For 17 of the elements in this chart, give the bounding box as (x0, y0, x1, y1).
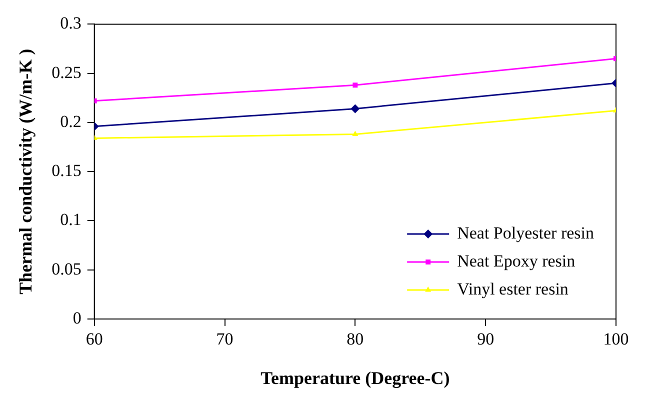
legend-label: Vinyl ester resin (457, 279, 569, 298)
y-tick-label: 0.25 (52, 62, 82, 82)
legend-label: Neat Epoxy resin (457, 251, 576, 270)
y-tick-label: 0.05 (52, 259, 82, 278)
legend-label: Neat Polyester resin (457, 223, 594, 242)
x-tick-label: 60 (86, 330, 103, 349)
y-axis-title: Thermal conductivity (W/m-K ) (15, 48, 36, 294)
x-tick-label: 70 (216, 330, 234, 349)
x-tick-label: 100 (603, 330, 629, 349)
x-axis-title: Temperature (Degree-C) (260, 368, 450, 388)
y-tick-label: 0.15 (52, 161, 82, 180)
y-tick-label: 0 (72, 308, 82, 328)
y-tick-label: 0.2 (60, 112, 82, 131)
y-tick-label: 0.1 (60, 210, 82, 230)
y-tick-label: 0.3 (60, 14, 82, 33)
x-tick-label: 90 (477, 330, 494, 349)
x-tick-label: 80 (346, 330, 364, 349)
